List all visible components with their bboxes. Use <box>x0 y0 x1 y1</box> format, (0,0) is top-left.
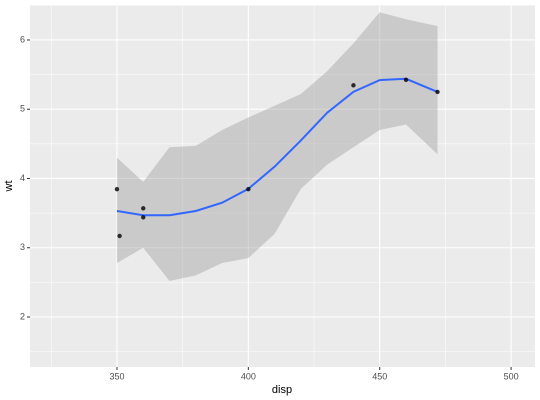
y-tick-label: 2 <box>20 311 25 321</box>
confidence-band <box>117 12 438 282</box>
x-tick-label: 400 <box>241 371 256 381</box>
x-tick-label: 450 <box>372 371 387 381</box>
x-tick-label: 500 <box>504 371 519 381</box>
point <box>117 233 122 239</box>
point <box>351 83 356 88</box>
point <box>435 89 440 95</box>
point <box>141 215 146 220</box>
x-axis-title: disp <box>272 384 292 396</box>
point <box>246 187 251 192</box>
y-axis-title: wt <box>3 181 15 193</box>
x-tick-label: 350 <box>109 371 124 381</box>
grid <box>30 5 535 367</box>
y-tick-label: 3 <box>20 242 25 252</box>
point <box>114 187 120 192</box>
point <box>141 206 146 211</box>
point <box>403 77 409 83</box>
y-tick-label: 4 <box>20 173 25 183</box>
y-tick-label: 5 <box>20 104 25 114</box>
smooth-line <box>116 77 438 217</box>
marks <box>114 12 440 282</box>
panel <box>30 5 535 367</box>
y-tick-label: 6 <box>20 34 25 44</box>
